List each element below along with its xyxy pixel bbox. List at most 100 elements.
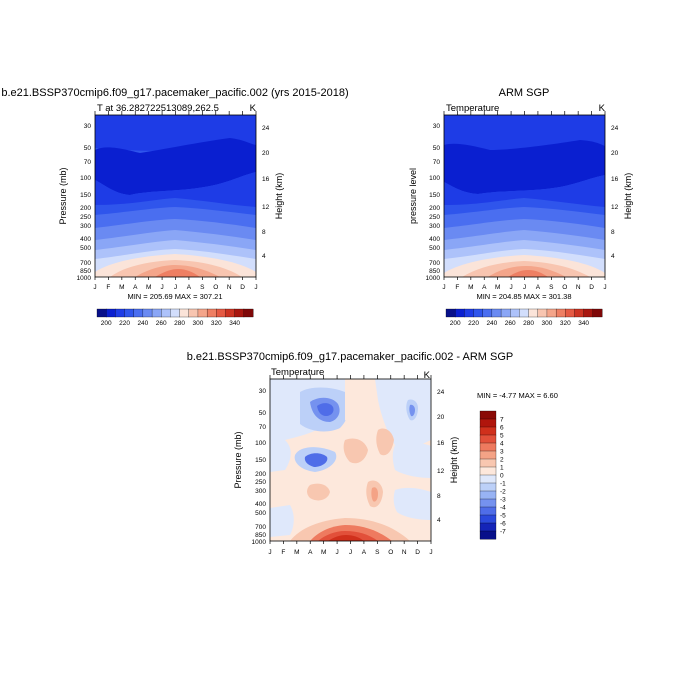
y-tick-label: 300 bbox=[80, 223, 91, 230]
panel-diff-ylabel: Pressure (mb) bbox=[233, 431, 243, 488]
y-tick-label: 50 bbox=[433, 145, 441, 152]
y-tick-label: 1000 bbox=[77, 275, 92, 282]
x-tick-label: J bbox=[349, 549, 352, 556]
colorbar-swatch bbox=[479, 434, 497, 444]
x-tick-label: J bbox=[523, 284, 526, 291]
panel-obs-y-ticks: 30 50 70 100 150 200 250 300 400 500 700… bbox=[426, 123, 441, 282]
diff-cool-lower-left bbox=[270, 505, 294, 537]
diff-warm-mid-right bbox=[376, 428, 394, 456]
x-tick-label: J bbox=[509, 284, 512, 291]
x-tick-label: O bbox=[213, 284, 218, 291]
colorbar-label: 1 bbox=[500, 464, 504, 471]
x-tick-label: J bbox=[160, 284, 163, 291]
x-tick-label: F bbox=[455, 284, 459, 291]
x-tick-label: M bbox=[119, 284, 124, 291]
panel-model-field bbox=[95, 115, 256, 277]
panel-model-x-ticks: J F M A M J J A S O N D J bbox=[93, 284, 257, 291]
y-right-tick-label: 24 bbox=[611, 125, 619, 132]
y-tick-label: 500 bbox=[80, 245, 91, 252]
y-tick-label: 250 bbox=[255, 479, 266, 486]
x-tick-label: F bbox=[281, 549, 285, 556]
y-right-tick-label: 20 bbox=[611, 150, 619, 157]
y-right-tick-label: 20 bbox=[437, 414, 445, 421]
panel-obs-ylabel-right: Height (km) bbox=[623, 173, 633, 220]
panel-model-ylabel-right: Height (km) bbox=[274, 173, 284, 220]
colorbar-label: 240 bbox=[137, 320, 148, 327]
panel-model-minmax: MIN = 205.69 MAX = 307.21 bbox=[127, 292, 222, 301]
panel-obs-title: ARM SGP bbox=[499, 87, 550, 99]
panel-model-yright-ticks: 4 8 12 16 20 24 bbox=[262, 125, 270, 260]
x-tick-label: S bbox=[375, 549, 380, 556]
x-tick-label: J bbox=[174, 284, 177, 291]
panel-model-y-ticks: 30 50 70 100 150 200 250 300 400 500 700… bbox=[77, 123, 92, 282]
panel-model-subtitle-left: T at 36.282722513089,262.5 bbox=[97, 103, 219, 114]
field-band-tropopause bbox=[95, 138, 256, 195]
y-tick-label: 500 bbox=[429, 245, 440, 252]
colorbar-label: -3 bbox=[500, 496, 506, 503]
colorbar-label: 2 bbox=[500, 456, 504, 463]
x-tick-label: J bbox=[268, 549, 271, 556]
colorbar-swatch bbox=[491, 308, 502, 318]
panel-obs-field bbox=[444, 115, 605, 277]
x-tick-label: M bbox=[146, 284, 151, 291]
y-tick-label: 50 bbox=[259, 410, 267, 417]
colorbar-label: 220 bbox=[468, 320, 479, 327]
panel-obs-subtitle-right: K bbox=[599, 103, 606, 114]
y-tick-label: 850 bbox=[429, 268, 440, 275]
panel-diff: b.e21.BSSP370cmip6.f09_g17.pacemaker_pac… bbox=[187, 351, 558, 556]
y-tick-label: 400 bbox=[255, 501, 266, 508]
panel-obs-colorbar: 200 220 240 260 280 300 320 340 bbox=[445, 308, 603, 327]
x-tick-label: M bbox=[294, 549, 299, 556]
colorbar-swatch bbox=[464, 308, 474, 318]
x-tick-label: A bbox=[362, 549, 367, 556]
diff-warm-surface-4 bbox=[328, 535, 364, 541]
diff-cool-lower-right bbox=[393, 487, 431, 520]
panel-obs-ylabel: pressure level bbox=[408, 168, 418, 224]
colorbar-label: -4 bbox=[500, 504, 506, 511]
colorbar-swatch bbox=[583, 308, 594, 318]
colorbar-swatch bbox=[479, 426, 497, 436]
colorbar-swatch bbox=[151, 308, 162, 318]
y-tick-label: 1000 bbox=[426, 275, 441, 282]
colorbar-swatch bbox=[133, 308, 144, 318]
colorbar-swatch bbox=[592, 308, 603, 318]
x-tick-label: A bbox=[133, 284, 138, 291]
y-right-tick-label: 4 bbox=[611, 253, 615, 260]
panel-obs-subtitle-left: Temperature bbox=[446, 103, 499, 114]
y-tick-label: 150 bbox=[80, 192, 91, 199]
y-tick-label: 150 bbox=[255, 457, 266, 464]
colorbar-label: -1 bbox=[500, 480, 506, 487]
colorbar-swatch bbox=[479, 530, 497, 540]
y-tick-label: 100 bbox=[255, 440, 266, 447]
colorbar-swatch bbox=[479, 514, 497, 524]
colorbar-swatch bbox=[482, 308, 493, 318]
colorbar-swatch bbox=[455, 308, 465, 318]
colorbar-label: 280 bbox=[174, 320, 185, 327]
colorbar-swatch bbox=[124, 308, 135, 318]
colorbar-label: 320 bbox=[560, 320, 571, 327]
colorbar-label: 240 bbox=[486, 320, 497, 327]
colorbar-label: 300 bbox=[193, 320, 204, 327]
y-right-tick-label: 12 bbox=[437, 468, 445, 475]
y-right-tick-label: 12 bbox=[262, 204, 270, 211]
panel-diff-field bbox=[270, 379, 431, 541]
colorbar-swatch bbox=[161, 308, 171, 318]
diff-cool-mid-left bbox=[270, 440, 291, 472]
colorbar-swatch bbox=[528, 308, 539, 318]
colorbar-swatch bbox=[206, 308, 217, 318]
colorbar-swatch bbox=[479, 474, 497, 484]
panel-diff-minmax: MIN = -4.77 MAX = 6.60 bbox=[477, 391, 558, 400]
panel-diff-subtitle-right: K bbox=[424, 370, 431, 381]
y-tick-label: 70 bbox=[259, 424, 267, 431]
colorbar-swatch bbox=[479, 466, 497, 476]
y-tick-label: 700 bbox=[429, 260, 440, 267]
colorbar-label: 3 bbox=[500, 448, 504, 455]
colorbar-swatch bbox=[479, 490, 497, 500]
panel-diff-title: b.e21.BSSP370cmip6.f09_g17.pacemaker_pac… bbox=[187, 351, 514, 363]
colorbar-swatch bbox=[243, 308, 254, 318]
colorbar-label: 260 bbox=[505, 320, 516, 327]
panel-diff-y-ticks: 30 50 70 100 150 200 250 300 400 500 700… bbox=[252, 388, 267, 546]
x-tick-label: M bbox=[321, 549, 326, 556]
